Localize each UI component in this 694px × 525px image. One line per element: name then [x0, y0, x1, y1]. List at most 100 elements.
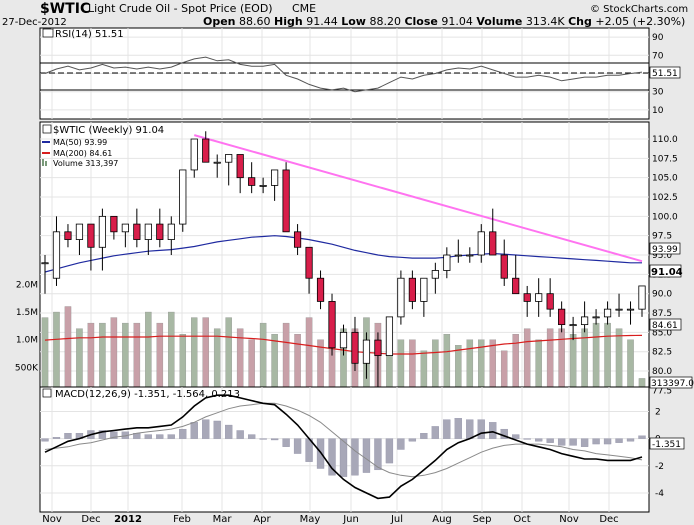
candle-body — [626, 308, 635, 311]
candle-body — [339, 331, 348, 349]
macd-label: MACD(12,26,9) -1.351, -1.564, 0.213 — [55, 389, 240, 400]
volume-bar — [523, 328, 531, 396]
candle-body — [236, 154, 244, 179]
candle-body — [248, 177, 256, 186]
x-axis-label: Mar — [213, 514, 233, 525]
macd-histogram-bar — [489, 422, 497, 439]
macd-histogram-bar — [535, 438, 543, 442]
macd-tick-label: -2 — [655, 462, 664, 472]
candle-body — [64, 231, 72, 240]
macd-tick-label: 2 — [655, 407, 661, 417]
volume-bar — [282, 322, 290, 396]
x-axis-bottom: Nov Dec 2012 Feb Mar Apr May Jun Jul Aug Sep Oct Nov… — [42, 514, 618, 525]
macd-histogram-bar — [431, 426, 439, 439]
price-tick-label: 102.5 — [652, 193, 678, 203]
candle-body — [41, 262, 49, 265]
legend-price-box — [42, 124, 52, 134]
candle-body — [225, 154, 233, 163]
x-axis-label: May — [300, 514, 321, 525]
ma200-tag — [649, 318, 682, 331]
macd-histogram-bar — [293, 438, 302, 454]
x-axis-label: Dec — [81, 514, 100, 525]
x-axis-label: Nov — [42, 514, 62, 525]
macd-histogram-bar — [64, 433, 72, 439]
volume-bar — [145, 311, 152, 396]
macd-histogram-bar — [339, 438, 348, 477]
volume-bar — [213, 328, 221, 396]
macd-histogram-bar — [144, 434, 152, 439]
candle-body — [293, 231, 302, 248]
price-tick-label: 82.5 — [652, 348, 672, 358]
candle-body — [305, 246, 313, 279]
candle-body — [569, 324, 577, 327]
price-panel: 110.0107.5105.0102.5100.097.595.092.590.… — [15, 121, 694, 396]
candle-body — [75, 223, 84, 240]
candle-body — [190, 138, 198, 171]
macd-histogram-bar — [282, 438, 290, 447]
volume-bar — [259, 322, 267, 396]
x-axis-label: Aug — [432, 514, 452, 525]
legend-volume-swatch — [42, 159, 44, 166]
macd-value-tag — [649, 437, 685, 450]
x-axis-label: Apr — [253, 514, 271, 525]
macd-histogram-bar — [167, 434, 175, 439]
macd-line — [44, 394, 643, 500]
volume-bar — [99, 322, 106, 396]
candle-body — [362, 339, 371, 364]
candle-body — [420, 277, 428, 302]
volume-bar — [156, 322, 164, 396]
price-tick-label: 110.0 — [652, 135, 678, 145]
macd-histogram-bar — [98, 430, 107, 439]
macd-histogram-bar — [454, 418, 462, 439]
candle-body — [592, 316, 600, 319]
volume-bar — [110, 317, 118, 396]
macd-histogram-bar — [626, 438, 635, 442]
legend-ma200: MA(200) 84.61 — [53, 149, 112, 158]
candle-body — [328, 301, 336, 349]
volume-bar — [615, 328, 623, 396]
macd-histogram-bar — [477, 419, 485, 439]
price-tick-label: 105.0 — [652, 174, 678, 184]
x-axis-label: 2012 — [114, 514, 142, 525]
macd-histogram-bar — [638, 435, 646, 439]
candle-body — [52, 231, 61, 279]
candle-body — [144, 223, 152, 240]
volume-tag-value: 313397.0 — [651, 379, 694, 389]
macd-histogram-bar — [374, 438, 382, 471]
macd-histogram — [41, 418, 646, 477]
x-axis-label: Dec — [599, 514, 618, 525]
macd-histogram-bar — [615, 438, 623, 443]
macd-histogram-bar — [569, 438, 577, 446]
volume-tick-label: 2.0M — [16, 280, 38, 290]
chart-header: $WTIC Light Crude Oil - Spot Price (EOD)… — [2, 1, 688, 28]
macd-histogram-bar — [52, 437, 61, 439]
macd-panel: 20-2-4 MACD(12,26,9) -1.351, -1.564, 0.2… — [39, 386, 685, 513]
macd-histogram-bar — [179, 428, 187, 439]
macd-histogram-bar — [270, 438, 279, 441]
candle-body — [603, 308, 612, 318]
symbol: $WTIC — [40, 1, 90, 17]
volume-tick-label: 1.0M — [16, 336, 38, 346]
volume-bar — [569, 333, 577, 396]
macd-histogram-bar — [328, 438, 336, 476]
candle-body — [179, 169, 187, 225]
price-tick-label: 97.5 — [652, 232, 672, 242]
volume-ticks: 2.0M 1.5M 1.0M 500K — [15, 280, 39, 373]
candle-body — [454, 254, 462, 257]
candle-body — [500, 254, 508, 279]
exchange: CME — [292, 2, 316, 15]
x-axis-label: Jul — [390, 514, 403, 525]
macd-histogram-bar — [156, 434, 164, 439]
legend-volume: Volume 313,397 — [53, 159, 118, 168]
candle-body — [489, 231, 497, 256]
price-tick-label: 100.0 — [652, 212, 678, 222]
volume-bar — [179, 333, 187, 396]
candle-body — [431, 270, 439, 279]
rsi-tick-label: 30 — [652, 88, 664, 98]
volume-bar — [202, 317, 209, 396]
macd-histogram-bar — [362, 438, 371, 473]
candle-body — [558, 308, 566, 326]
candle-body — [156, 223, 164, 240]
volume-bars — [41, 306, 646, 396]
